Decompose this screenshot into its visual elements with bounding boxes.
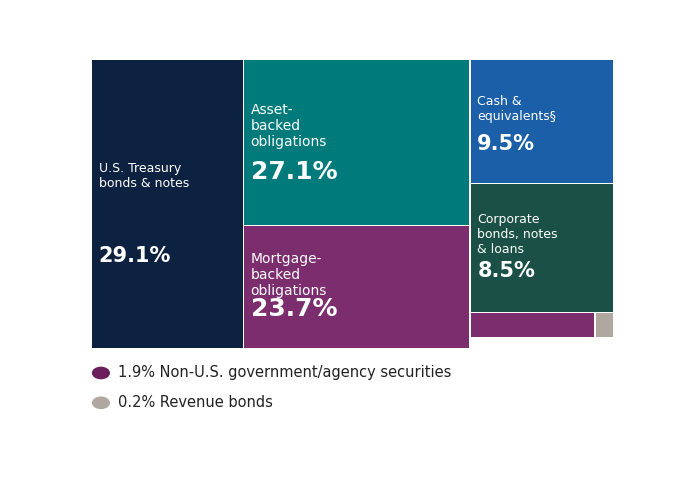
- Text: Asset-
backed
obligations: Asset- backed obligations: [250, 103, 327, 150]
- Text: 27.1%: 27.1%: [250, 160, 337, 184]
- Bar: [471, 313, 594, 337]
- Text: 8.5%: 8.5%: [477, 261, 535, 281]
- Text: Mortgage-
backed
obligations: Mortgage- backed obligations: [250, 252, 327, 298]
- Bar: [471, 60, 613, 183]
- Text: 23.7%: 23.7%: [250, 297, 337, 321]
- Text: 0.2% Revenue bonds: 0.2% Revenue bonds: [118, 395, 273, 410]
- Text: Corporate
bonds, notes
& loans: Corporate bonds, notes & loans: [477, 213, 558, 257]
- Circle shape: [92, 367, 110, 379]
- Bar: [244, 226, 469, 348]
- Bar: [92, 60, 243, 348]
- Circle shape: [92, 396, 110, 409]
- Bar: [244, 60, 469, 225]
- Text: U.S. Treasury
bonds & notes: U.S. Treasury bonds & notes: [98, 162, 189, 190]
- Text: 1.9% Non-U.S. government/agency securities: 1.9% Non-U.S. government/agency securiti…: [118, 365, 451, 380]
- Text: Cash &
equivalents§: Cash & equivalents§: [477, 95, 557, 123]
- Text: 29.1%: 29.1%: [98, 246, 171, 266]
- Text: 9.5%: 9.5%: [477, 134, 535, 153]
- Bar: [596, 313, 613, 337]
- Bar: [471, 184, 613, 312]
